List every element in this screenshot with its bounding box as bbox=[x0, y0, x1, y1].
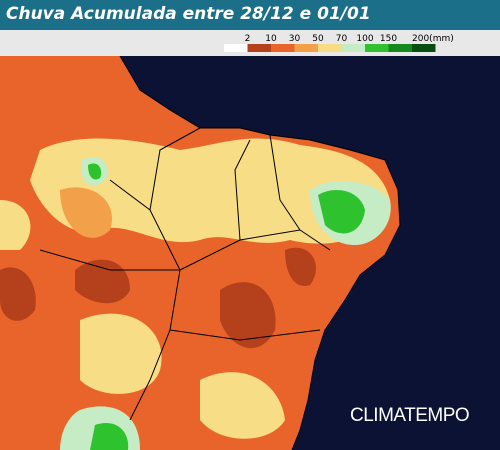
brand-logo: CLIMATEMPO bbox=[350, 405, 470, 426]
title-bar: Chuva Acumulada entre 28/12 e 01/01 bbox=[0, 0, 500, 30]
legend-label: 10 bbox=[265, 34, 277, 44]
legend-swatch bbox=[247, 44, 271, 52]
legend-label: 100 bbox=[356, 34, 373, 44]
legend-label: 2 bbox=[245, 34, 251, 44]
legend-label: 50 bbox=[312, 34, 324, 44]
legend-swatch bbox=[294, 44, 318, 52]
legend-swatch bbox=[412, 44, 436, 52]
legend-label: 30 bbox=[289, 34, 301, 44]
legend-bar: 2 10 30 50 70 100 150 200(mm) bbox=[0, 30, 500, 56]
legend-swatch bbox=[341, 44, 365, 52]
legend-swatch bbox=[318, 44, 342, 52]
legend-swatch bbox=[271, 44, 295, 52]
legend-swatch bbox=[365, 44, 389, 52]
legend-label: 150 bbox=[380, 34, 397, 44]
title: Chuva Acumulada entre 28/12 e 01/01 bbox=[6, 4, 371, 24]
legend-label: 70 bbox=[336, 34, 348, 44]
legend-swatch bbox=[388, 44, 412, 52]
legend-swatch bbox=[224, 44, 248, 52]
legend-label: 200(mm) bbox=[412, 34, 454, 44]
legend: 2 10 30 50 70 100 150 200(mm) bbox=[224, 34, 454, 52]
